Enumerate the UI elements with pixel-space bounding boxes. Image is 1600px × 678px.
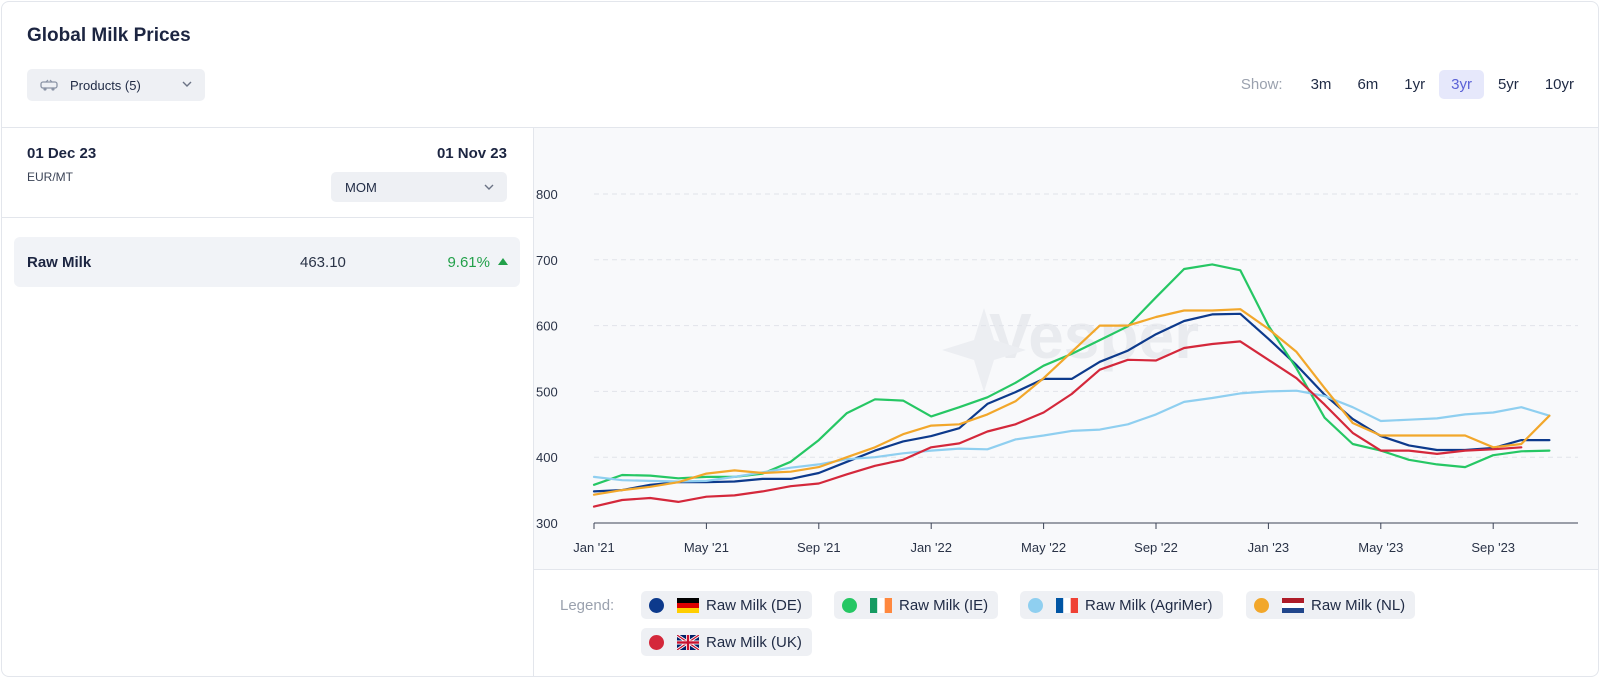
- x-tick-label: Jan '21: [573, 540, 615, 555]
- x-tick-label: May '23: [1358, 540, 1403, 555]
- y-tick-label: 800: [536, 187, 558, 202]
- products-dropdown[interactable]: Products (5): [27, 69, 205, 101]
- range-3yr[interactable]: 3yr: [1439, 70, 1484, 99]
- panel-divider: [533, 127, 534, 677]
- series-line-uk: [592, 340, 1523, 508]
- legend-item-uk[interactable]: Raw Milk (UK): [641, 628, 812, 656]
- series-color-dot: [649, 634, 664, 650]
- flag-fr-icon: [1056, 597, 1085, 613]
- watermark-star-icon: [942, 308, 1026, 392]
- legend-item-label: Raw Milk (UK): [706, 633, 802, 651]
- legend-item-label: Raw Milk (AgriMer): [1085, 596, 1213, 614]
- y-tick-label: 500: [536, 384, 558, 399]
- x-tick-label: May '21: [684, 540, 729, 555]
- legend-label: Legend:: [560, 597, 615, 614]
- legend-item-nl[interactable]: Raw Milk (NL): [1246, 591, 1416, 619]
- header-divider: [1, 127, 1599, 128]
- range-1yr[interactable]: 1yr: [1404, 76, 1426, 93]
- y-tick-label: 300: [536, 516, 558, 531]
- flag-ie-icon: [870, 597, 899, 613]
- products-label: Products (5): [70, 77, 141, 93]
- flag-nl-icon: [1282, 597, 1311, 613]
- legend-item-de[interactable]: Raw Milk (DE): [641, 591, 812, 619]
- x-tick-label: Jan '23: [1248, 540, 1290, 555]
- series-color-dot: [1028, 597, 1043, 613]
- date-to: 01 Nov 23: [436, 145, 507, 162]
- product-name: Raw Milk: [27, 254, 92, 271]
- series-line-nl: [592, 308, 1551, 496]
- price-panel-header: 01 Dec 23 EUR/MT 01 Nov 23 MOM: [1, 128, 533, 218]
- car-icon: [40, 79, 58, 91]
- trend-up-icon: [498, 258, 508, 265]
- legend-item-fr[interactable]: Raw Milk (AgriMer): [1020, 591, 1223, 619]
- series-color-dot: [1254, 597, 1269, 613]
- x-tick-label: Jan '22: [910, 540, 952, 555]
- legend-item-label: Raw Milk (NL): [1311, 596, 1406, 614]
- compare-dropdown[interactable]: MOM: [331, 172, 507, 202]
- series-line-fr: [592, 389, 1551, 483]
- series-line-ie: [592, 263, 1551, 486]
- legend-item-label: Raw Milk (DE): [706, 596, 802, 614]
- compare-label: MOM: [345, 180, 377, 195]
- x-tick-label: Sep '21: [797, 540, 841, 555]
- series-line-de: [592, 312, 1551, 493]
- range-selector: Show: 3m 6m 1yr 3yr 5yr 10yr: [1241, 70, 1586, 99]
- price-change: 9.61%: [447, 254, 490, 271]
- y-tick-label: 700: [536, 253, 558, 268]
- range-6m[interactable]: 6m: [1357, 76, 1379, 93]
- chevron-down-icon: [484, 184, 494, 190]
- page-title: Global Milk Prices: [27, 25, 191, 46]
- price-row[interactable]: Raw Milk 463.10 9.61%: [14, 237, 520, 287]
- legend-item-ie[interactable]: Raw Milk (IE): [834, 591, 999, 619]
- date-from: 01 Dec 23: [27, 145, 97, 162]
- range-3m[interactable]: 3m: [1310, 76, 1332, 93]
- chevron-down-icon: [182, 81, 192, 87]
- range-5yr[interactable]: 5yr: [1497, 76, 1519, 93]
- legend-item-label: Raw Milk (IE): [899, 596, 989, 614]
- y-tick-label: 400: [536, 450, 558, 465]
- series-color-dot: [842, 597, 857, 613]
- flag-de-icon: [677, 597, 706, 613]
- watermark: Vesper: [989, 300, 1199, 372]
- x-tick-label: Sep '23: [1471, 540, 1515, 555]
- x-tick-label: Sep '22: [1134, 540, 1178, 555]
- y-tick-label: 600: [536, 319, 558, 334]
- unit-label: EUR/MT: [27, 170, 73, 184]
- range-10yr[interactable]: 10yr: [1544, 76, 1574, 93]
- series-color-dot: [649, 597, 664, 613]
- product-price: 463.10: [300, 254, 346, 271]
- x-tick-label: May '22: [1021, 540, 1066, 555]
- show-label: Show:: [1240, 76, 1283, 93]
- price-line-chart: Vesper 300 400 500 600 700 800 Jan '21 May '21 Se…: [536, 187, 1578, 555]
- flag-uk-icon: [677, 634, 706, 650]
